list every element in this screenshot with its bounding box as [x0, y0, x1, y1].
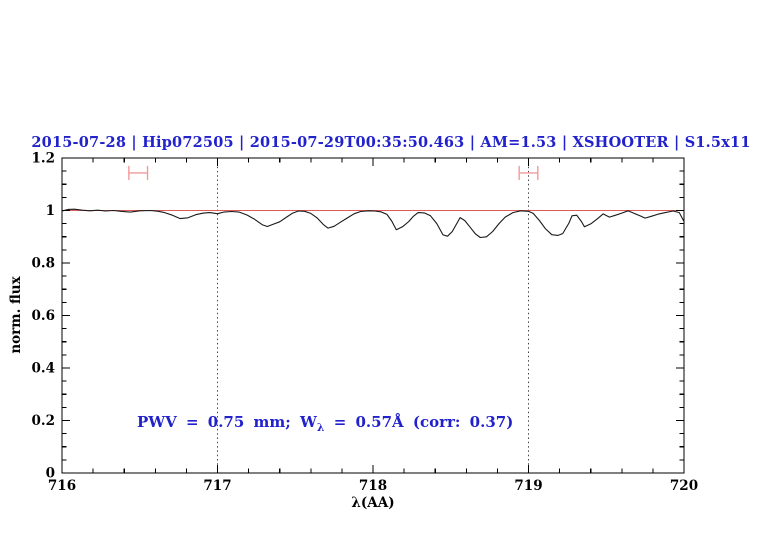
telluric-marker-1 — [128, 165, 149, 181]
x-axis-label: λ(AA) — [351, 495, 395, 511]
x-tick-label-720: 720 — [670, 478, 698, 494]
x-tick-label-719: 719 — [514, 478, 542, 494]
x-tick-label-716: 716 — [48, 478, 76, 494]
pwv-annotation-prefix: PWV = 0.75 mm; W — [137, 413, 317, 431]
telluric-marker-2 — [518, 165, 539, 181]
spectrum-line — [61, 208, 685, 239]
pwv-annotation: PWV = 0.75 mm; Wλ = 0.57Å (corr: 0.37) — [137, 413, 513, 434]
y-tick-label-0.2: 0.2 — [32, 413, 56, 429]
y-tick-label-0.8: 0.8 — [32, 256, 56, 272]
x-tick-label-717: 717 — [203, 478, 231, 494]
y-tick-label-0.4: 0.4 — [32, 361, 56, 377]
y-tick-label-1.2: 1.2 — [32, 151, 56, 167]
pwv-annotation-suffix: = 0.57Å (corr: 0.37) — [324, 413, 514, 431]
plot-title: 2015-07-28 | Hip072505 | 2015-07-29T00:3… — [31, 134, 751, 151]
y-tick-label-1: 1 — [46, 203, 55, 219]
pwv-annotation-subscript: λ — [316, 421, 325, 434]
x-tick-label-718: 718 — [359, 478, 387, 494]
y-tick-label-0.6: 0.6 — [32, 308, 56, 324]
y-tick-label-0: 0 — [46, 466, 55, 482]
